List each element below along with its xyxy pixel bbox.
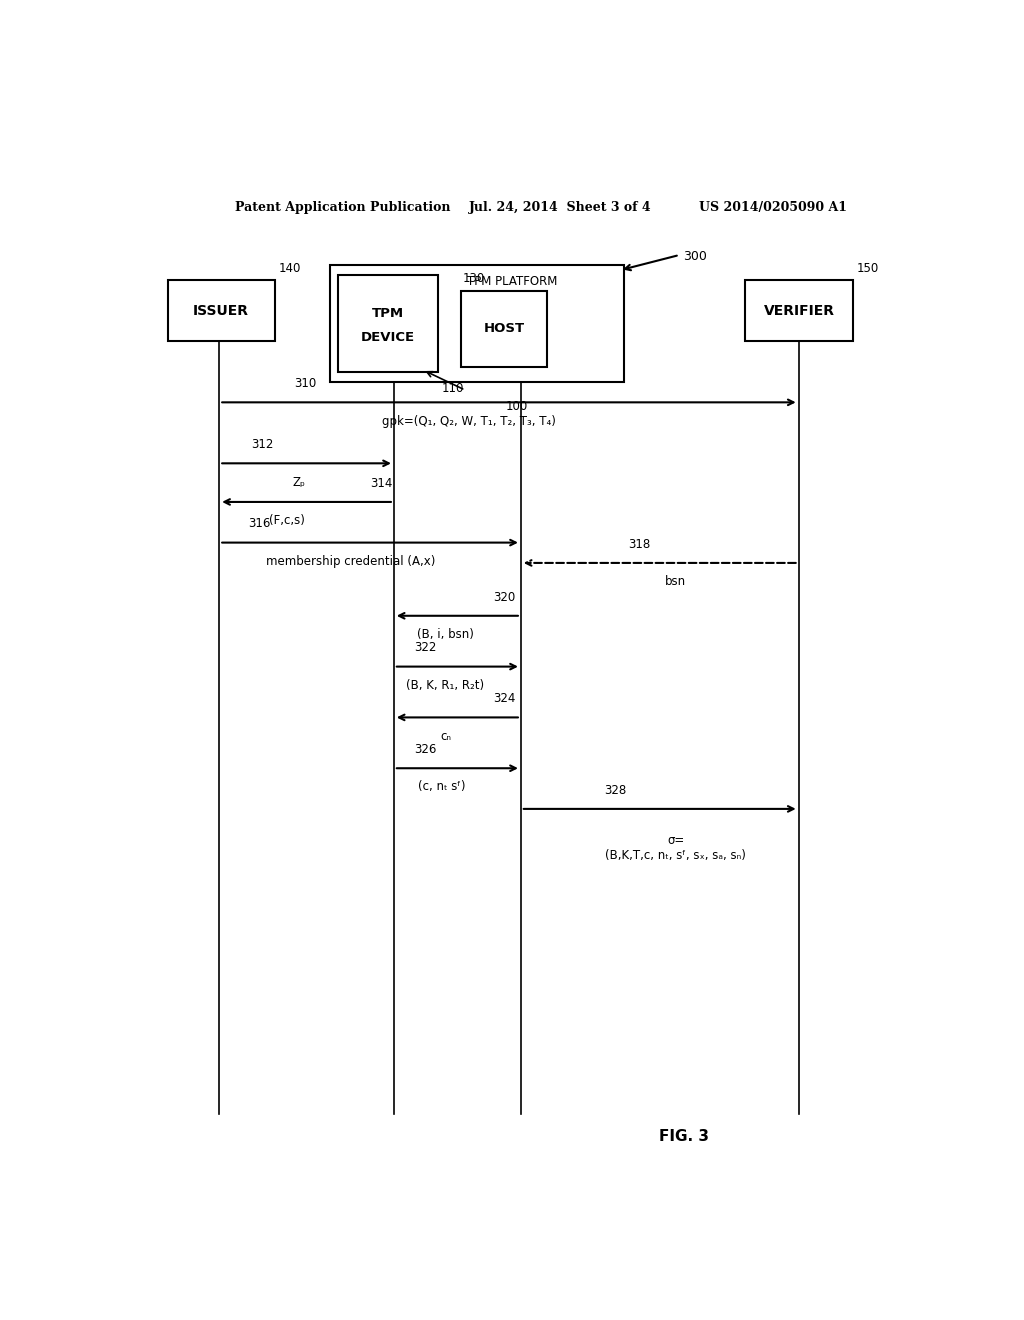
Text: (B, K, R₁, R₂t): (B, K, R₁, R₂t) [407,678,484,692]
Text: 322: 322 [414,642,436,655]
Text: 324: 324 [494,692,515,705]
Text: membership credential (A,x): membership credential (A,x) [265,554,435,568]
Text: VERIFIER: VERIFIER [764,304,835,318]
Text: 316: 316 [249,517,271,531]
Text: cₙ: cₙ [440,730,451,743]
Text: 318: 318 [628,537,650,550]
Text: Zₚ: Zₚ [292,475,305,488]
Text: 300: 300 [684,251,708,264]
FancyBboxPatch shape [331,265,624,381]
Text: (F,c,s): (F,c,s) [268,515,305,527]
Text: 130: 130 [463,272,485,285]
Text: 100: 100 [506,400,528,413]
Text: 314: 314 [370,477,392,490]
Text: σ=
(B,K,T,c, nₜ, sᶠ, sₓ, sₐ, sₙ): σ= (B,K,T,c, nₜ, sᶠ, sₓ, sₐ, sₙ) [605,834,746,862]
Text: 110: 110 [441,381,464,395]
FancyBboxPatch shape [745,280,853,342]
Text: FIG. 3: FIG. 3 [658,1129,709,1143]
FancyBboxPatch shape [168,280,274,342]
Text: HOST: HOST [483,322,524,335]
Text: bsn: bsn [665,576,686,589]
Text: TPM PLATFORM: TPM PLATFORM [467,276,558,288]
Text: gpk=(Q₁, Q₂, W, T₁, T₂, T₃, T₄): gpk=(Q₁, Q₂, W, T₁, T₂, T₃, T₄) [382,414,556,428]
Text: DEVICE: DEVICE [360,331,415,345]
Text: (B, i, bsn): (B, i, bsn) [417,628,474,642]
FancyBboxPatch shape [338,276,437,372]
Text: ISSUER: ISSUER [194,304,249,318]
Text: US 2014/0205090 A1: US 2014/0205090 A1 [699,201,848,214]
Text: Jul. 24, 2014  Sheet 3 of 4: Jul. 24, 2014 Sheet 3 of 4 [469,201,652,214]
Text: Patent Application Publication: Patent Application Publication [236,201,451,214]
Text: 326: 326 [414,743,436,756]
Text: TPM: TPM [372,308,403,319]
Text: 328: 328 [604,784,627,797]
FancyBboxPatch shape [461,290,547,367]
Text: 310: 310 [295,378,316,391]
Text: 320: 320 [494,590,515,603]
Text: 312: 312 [251,438,273,451]
Text: 140: 140 [279,263,301,276]
Text: 150: 150 [856,263,879,276]
Text: (c, nₜ sᶠ): (c, nₜ sᶠ) [418,780,465,793]
